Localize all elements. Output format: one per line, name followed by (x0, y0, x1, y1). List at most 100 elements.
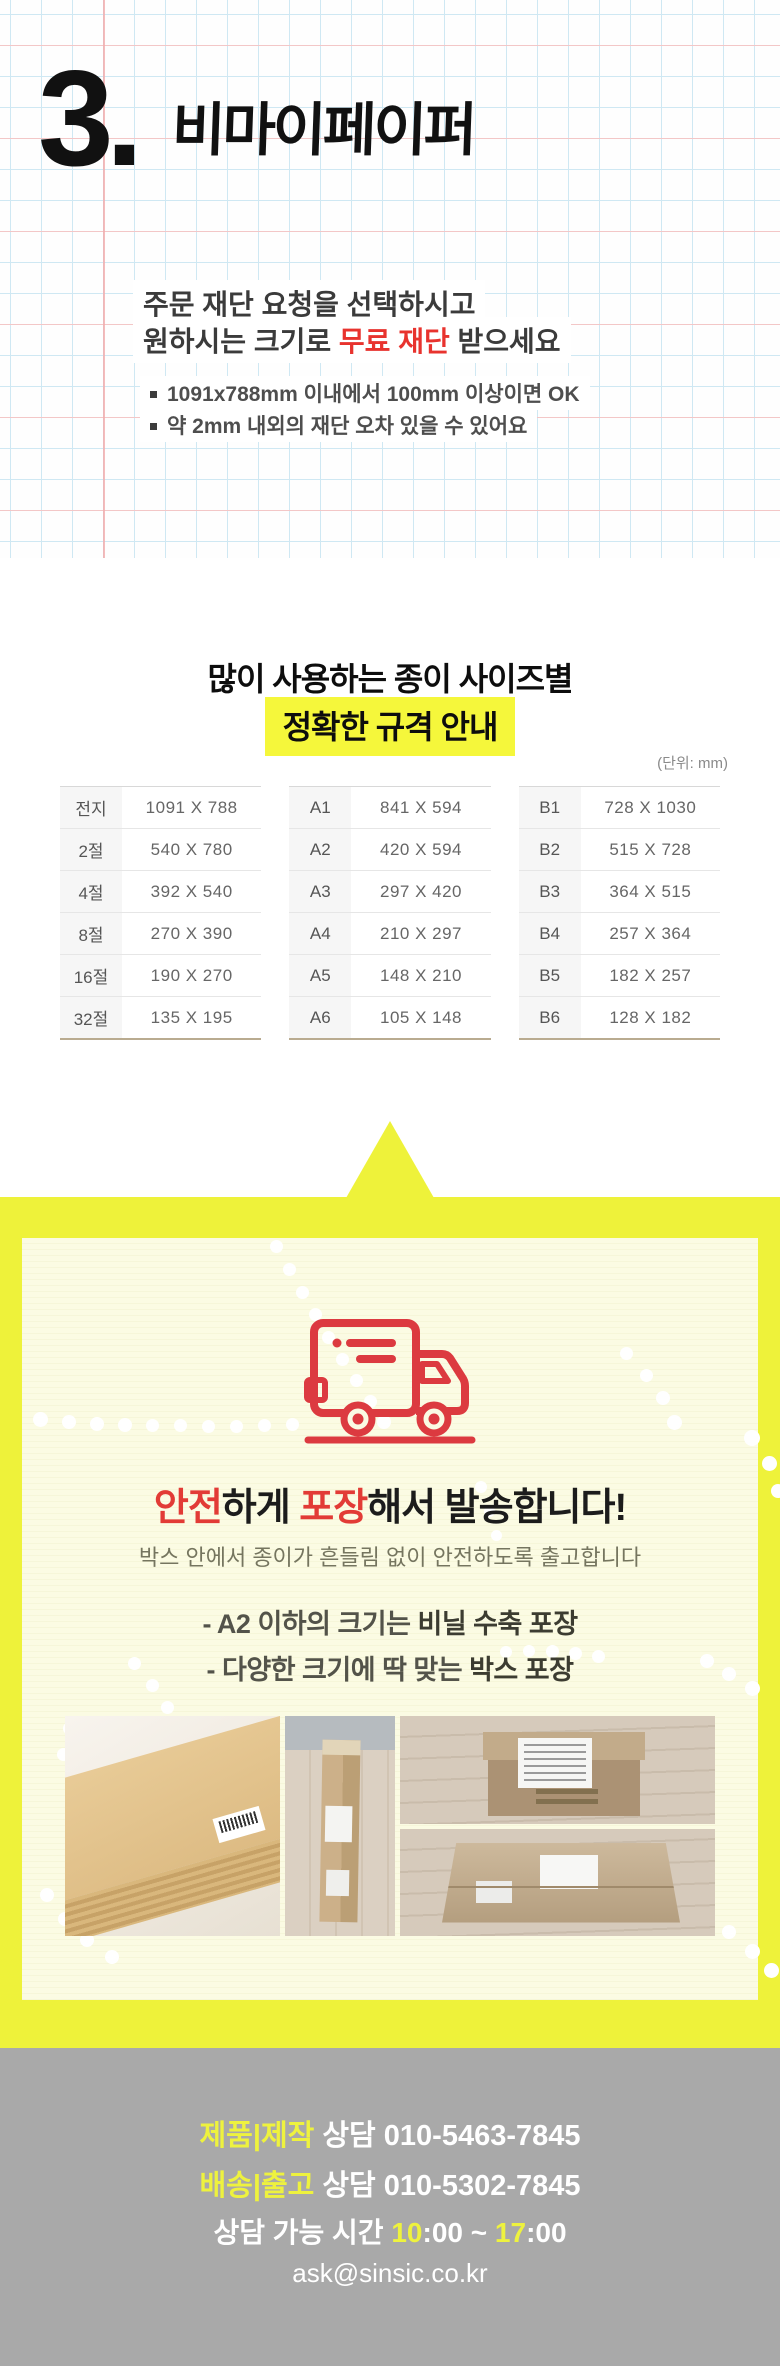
table-row: 전지 1091 X 788 (60, 787, 262, 829)
size-value: 105 X 148 (379, 1007, 462, 1027)
table-row: 2절 540 X 780 (60, 829, 262, 871)
kraft-box-photo (400, 1716, 715, 1824)
size-value: 128 X 182 (609, 1007, 692, 1027)
notebook-margin-line (103, 0, 105, 558)
size-value: 135 X 195 (150, 1007, 233, 1027)
packaging-title: 안전하게 포장해서 발송합니다! (0, 1476, 780, 1531)
hours-close: 17 (494, 2217, 527, 2248)
table-row: 32절 135 X 195 (60, 997, 261, 1038)
table-row: 8절 270 X 390 (60, 913, 262, 955)
size-value: 1091 X 788 (145, 797, 238, 817)
flat-package (442, 1842, 680, 1923)
paper-size-tables: 전지 1091 X 788 2절 540 X 780 4절 392 X 540 8절 2… (60, 786, 720, 1040)
packing-emphasis: 포장 (299, 1487, 368, 1529)
safe-emphasis: 안전 (153, 1487, 223, 1529)
size-value: 148 X 210 (379, 965, 462, 985)
hero-line2-post: 받으세요 (449, 326, 561, 357)
shipping-label (476, 1880, 512, 1903)
size-value: 420 X 594 (379, 839, 462, 859)
size-table-jeol: 전지 1091 X 788 2절 540 X 780 4절 392 X 540 8절 2… (60, 786, 262, 1040)
product-contact-number: 상담 010-5463-7845 (314, 2120, 581, 2152)
size-label: 2절 (60, 829, 122, 870)
size-value: 540 X 780 (150, 839, 233, 859)
size-label: B4 (518, 913, 581, 954)
size-label: 전지 (60, 787, 122, 828)
size-label: B6 (518, 997, 581, 1038)
size-value: 728 X 1030 (604, 797, 697, 817)
point2-emphasis: 박스 포장 (469, 1655, 574, 1685)
size-label: A1 (289, 787, 352, 828)
packaging-point-2: - 다양한 크기에 딱 맞는 박스 포장 (0, 1648, 780, 1687)
box-print-text (536, 1789, 598, 1804)
footer-email: ask@sinsic.co.kr (292, 2258, 488, 2288)
tall-box-photo (285, 1716, 395, 1936)
shipping-contact-label: 배송|출고 (199, 2170, 315, 2202)
hero-subtitle-line2: 원하시는 크기로 무료 재단 받으세요 (133, 317, 571, 363)
size-value: 270 X 390 (150, 923, 233, 943)
size-value: 364 X 515 (609, 881, 692, 901)
size-label: B5 (518, 955, 581, 996)
size-value: 515 X 728 (609, 839, 692, 859)
tall-cardboard-box (319, 1739, 361, 1923)
hero-line2-pre: 원하시는 크기로 (143, 326, 339, 357)
brand-title: 비마이페이퍼 (170, 98, 476, 163)
hours-sep: :00 ~ (422, 2217, 495, 2248)
table-row: B5 182 X 257 (518, 955, 720, 997)
point2-pre: - 다양한 크기에 딱 맞는 (206, 1655, 470, 1685)
table-row: A2 420 X 594 (289, 829, 491, 871)
footer-hours: 상담 가능 시간 10:00 ~ 17:00 (0, 2211, 780, 2251)
table-row: A1 841 X 594 (289, 787, 491, 829)
packaging-title-t2: 해서 발송합니다! (367, 1487, 627, 1529)
shipping-label (518, 1738, 592, 1788)
size-label: B1 (518, 787, 581, 828)
bullet-square-icon (150, 391, 157, 398)
packaging-subtitle: 박스 안에서 종이가 흔들림 없이 안전하도록 출고합니다 (138, 1545, 642, 1570)
size-value: 190 X 270 (150, 965, 233, 985)
point1-emphasis: 비닐 수축 포장 (417, 1609, 579, 1639)
size-label: 8절 (60, 913, 122, 954)
table-row: A3 297 X 420 (289, 871, 491, 913)
size-guide-heading-highlight: 정확한 규격 안내 (264, 697, 516, 756)
unit-note: (단위: mm) (657, 755, 728, 772)
contact-footer-background (0, 2048, 780, 2366)
size-value: 841 X 594 (379, 797, 462, 817)
hero-bullet-1: 1091x788mm 이내에서 100mm 이상이면 OK (140, 376, 590, 410)
table-row: A4 210 X 297 (289, 913, 491, 955)
size-label: A2 (289, 829, 352, 870)
hero-bullet-2: 약 2mm 내외의 재단 오차 있을 수 있어요 (140, 408, 538, 442)
shipping-label (324, 1805, 353, 1843)
size-label: 4절 (60, 871, 122, 912)
delivery-truck-icon (304, 1319, 476, 1444)
size-table-b-series: B1 728 X 1030 B2 515 X 728 B3 364 X 515 B4 2… (518, 786, 720, 1040)
size-guide-heading-line1: 많이 사용하는 종이 사이즈별 (207, 661, 574, 697)
table-row: A6 105 X 148 (289, 997, 490, 1038)
photo-column (400, 1716, 715, 1936)
table-row: 4절 392 X 540 (60, 871, 262, 913)
size-label: A3 (289, 871, 352, 912)
size-label: 32절 (60, 997, 122, 1038)
size-label: A5 (289, 955, 352, 996)
footer-shipping-contact: 배송|출고 상담 010-5302-7845 (0, 2162, 780, 2204)
shipping-contact-number: 상담 010-5302-7845 (314, 2170, 581, 2202)
grid-paper-background (0, 0, 780, 558)
packaging-title-t1: 하게 (221, 1487, 300, 1529)
product-contact-label: 제품|제작 (199, 2120, 315, 2152)
size-value: 392 X 540 (150, 881, 233, 901)
shipping-label (540, 1854, 598, 1889)
flat-package-photo (400, 1828, 715, 1936)
hours-tail: :00 (526, 2217, 567, 2248)
bullet-square-icon (150, 423, 157, 430)
size-label: A4 (289, 913, 352, 954)
section-number: 3. (38, 42, 143, 194)
size-label: B3 (518, 871, 581, 912)
hero-bullet-2-text: 약 2mm 내외의 재단 오차 있을 수 있어요 (167, 415, 528, 438)
kraft-box (483, 1732, 645, 1816)
hours-text: 상담 가능 시간 (213, 2217, 392, 2248)
size-guide-heading-line2-wrap: 정확한 규격 안내 (0, 697, 780, 756)
hero-bullet-1-text: 1091x788mm 이내에서 100mm 이상이면 OK (167, 383, 580, 406)
free-cut-emphasis: 무료 재단 (338, 326, 450, 357)
size-label: 16절 (60, 955, 122, 996)
yellow-triangle-pointer (346, 1121, 434, 1198)
packaging-photos (65, 1716, 715, 1936)
